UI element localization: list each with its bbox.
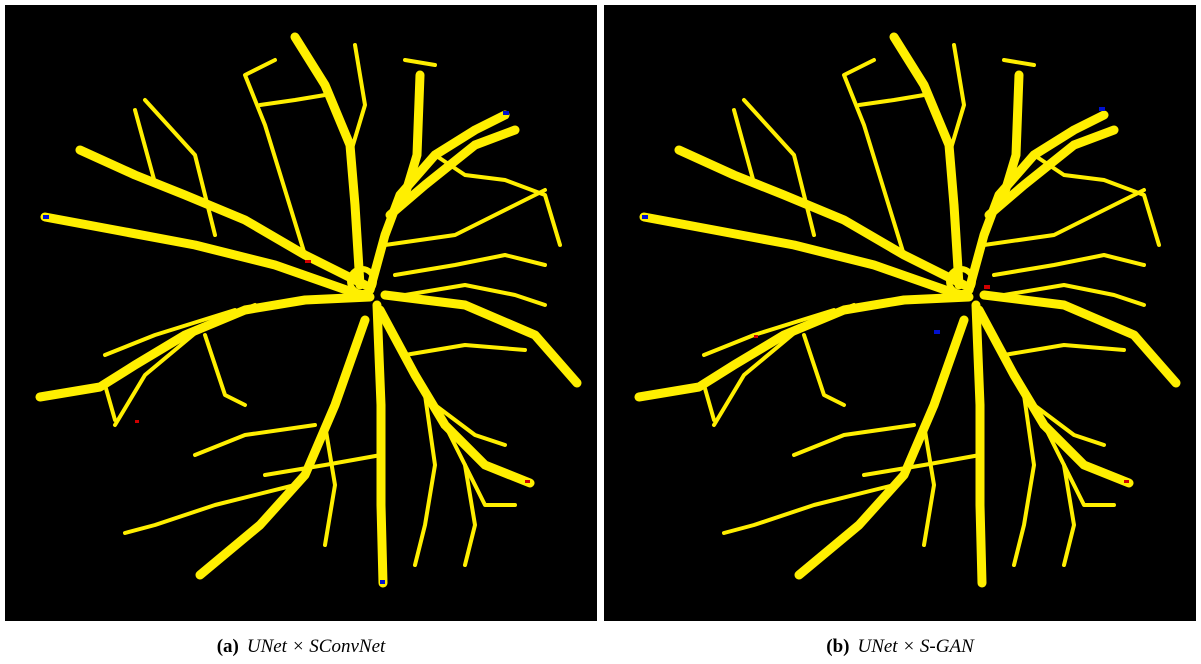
segmentation-image-b xyxy=(604,5,1196,621)
page: (a)UNet × SConvNet (b)UNet × S-GAN (() =… xyxy=(0,0,1201,664)
caption-label: (a) xyxy=(217,636,239,657)
caption-label: (b) xyxy=(826,636,849,657)
caption-b: (b) UNet × S-GAN xyxy=(604,636,1196,658)
caption-a: (a) UNet × SConvNet xyxy=(5,636,597,658)
caption-text: UNet × SConvNet xyxy=(247,636,385,657)
segmentation-image-a xyxy=(5,5,597,621)
caption-text: UNet × S-GAN xyxy=(857,636,973,657)
